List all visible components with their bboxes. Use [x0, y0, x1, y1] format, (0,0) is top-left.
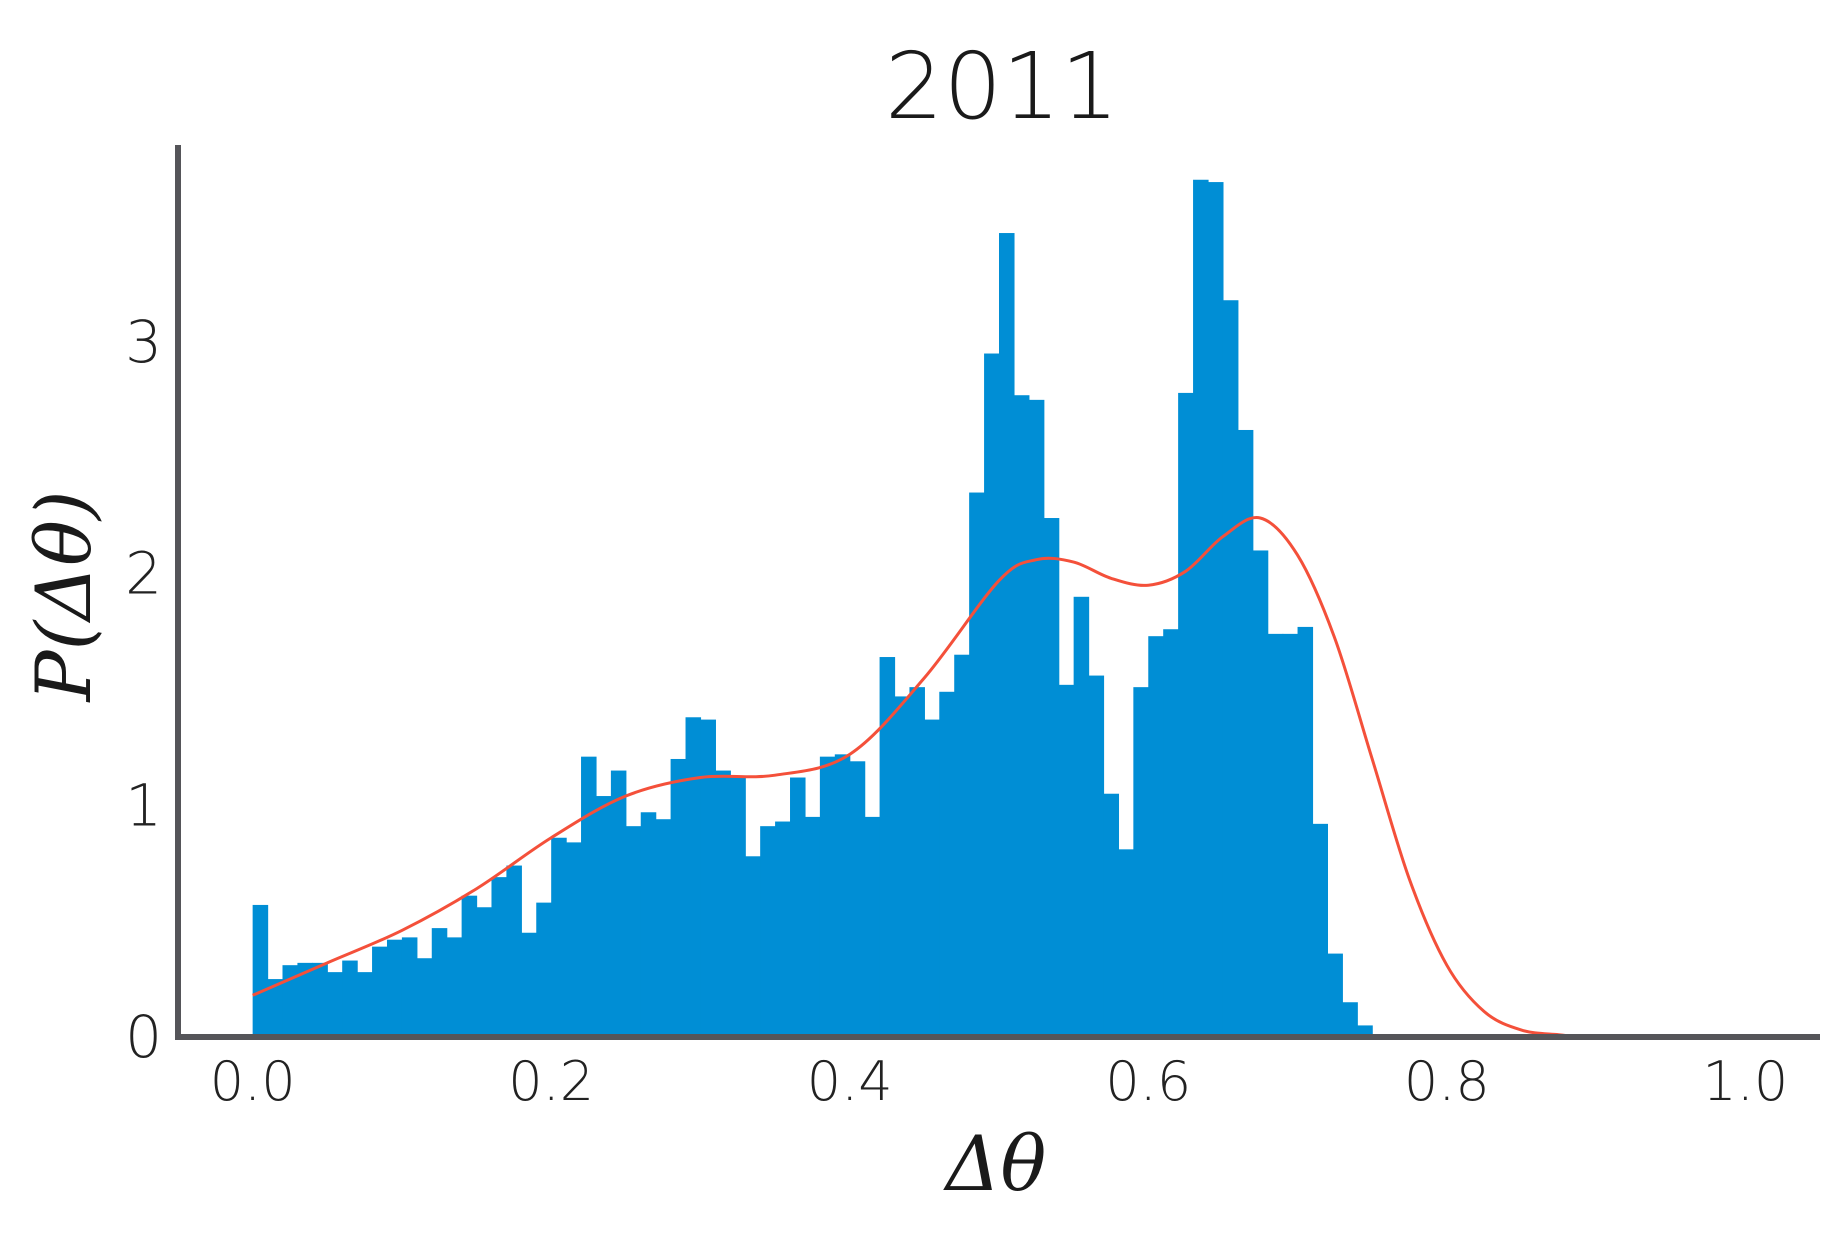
histogram-bar	[1207, 182, 1224, 1037]
histogram-bar	[924, 719, 940, 1037]
histogram-bar	[1028, 399, 1045, 1037]
histogram-bar	[1013, 395, 1030, 1037]
histogram-bar	[1193, 179, 1209, 1038]
histogram-bar	[401, 937, 418, 1037]
histogram-bar	[357, 972, 373, 1037]
histogram-bar	[879, 657, 896, 1037]
histogram-bar	[386, 939, 403, 1037]
histogram-bar	[581, 756, 597, 1037]
histogram-bar	[834, 754, 851, 1037]
chart-title: 2011	[885, 33, 1119, 140]
x-axis-label: Δθ	[943, 1119, 1047, 1208]
histogram-bar	[1133, 687, 1149, 1037]
histogram-bar	[1073, 596, 1090, 1037]
x-tick-label: 0.6	[1105, 1050, 1191, 1113]
histogram-bar	[1148, 636, 1164, 1037]
x-tick-label: 0.0	[210, 1050, 296, 1113]
histogram-bar	[1163, 629, 1179, 1037]
histogram-bar	[342, 960, 358, 1037]
histogram-bar	[954, 654, 970, 1037]
histogram-bar	[1118, 849, 1134, 1037]
histogram-bar	[1237, 429, 1254, 1037]
x-tick-label: 0.2	[508, 1050, 594, 1113]
histogram-bar	[700, 719, 716, 1037]
y-tick-labels: 0 1 2 3	[125, 308, 162, 1071]
histogram-bar	[282, 965, 299, 1037]
histogram-bar	[506, 865, 522, 1037]
histogram-bar	[1327, 953, 1343, 1037]
histogram-bar	[476, 907, 493, 1037]
histogram-bar	[1252, 550, 1269, 1037]
histogram-bar	[267, 979, 284, 1037]
histogram-bar	[685, 717, 702, 1037]
x-tick-label: 1.0	[1702, 1050, 1788, 1113]
histogram-bar	[610, 770, 627, 1037]
histogram-bar	[297, 962, 313, 1037]
histogram-bar	[372, 946, 388, 1037]
histogram-bar	[790, 777, 806, 1037]
histogram-bar	[312, 962, 328, 1037]
histogram-bar	[327, 972, 343, 1037]
histogram-bar	[1178, 392, 1194, 1037]
histogram-bar	[491, 877, 507, 1037]
histogram-bar	[1312, 823, 1328, 1037]
histogram-bar	[775, 821, 791, 1037]
histogram-bar	[536, 902, 552, 1037]
histogram-bar	[745, 856, 761, 1037]
histogram-bar	[999, 233, 1015, 1037]
histogram-bar	[431, 928, 448, 1037]
histogram-bar	[416, 958, 433, 1037]
histogram-bar	[984, 353, 1000, 1037]
histogram-bar	[655, 819, 672, 1037]
histogram-bar	[1058, 684, 1075, 1037]
histogram-bar	[551, 837, 567, 1037]
kde-curve	[252, 516, 1746, 1039]
histogram-bar	[894, 696, 911, 1037]
x-tick-label: 0.8	[1404, 1050, 1490, 1113]
histogram-bar	[461, 895, 478, 1037]
histogram-bar	[864, 816, 881, 1037]
histogram-bar	[640, 812, 657, 1037]
histogram-bar	[446, 937, 463, 1037]
histogram-bar	[730, 777, 746, 1037]
histogram-bar	[1222, 300, 1239, 1037]
histogram-bar	[819, 756, 836, 1037]
histogram-bar	[909, 687, 925, 1037]
histogram-bar	[1282, 633, 1299, 1037]
histogram-bar	[715, 770, 731, 1037]
histogram-bar	[1267, 633, 1284, 1037]
histogram-bar	[1088, 675, 1105, 1037]
histogram-bar	[1357, 1025, 1373, 1037]
histogram-bar	[804, 816, 821, 1037]
histogram-bar	[595, 796, 612, 1037]
histogram-bar	[1043, 518, 1060, 1037]
histogram-bar	[625, 826, 642, 1037]
histogram-bar	[939, 691, 955, 1037]
histogram-bar	[760, 826, 776, 1037]
histogram-bar	[670, 758, 687, 1037]
y-tick-label: 0	[125, 1003, 162, 1071]
histogram-bar	[1297, 626, 1314, 1037]
histogram-bar	[849, 761, 866, 1037]
histogram-bar	[1342, 1002, 1358, 1037]
y-tick-label: 3	[125, 308, 162, 376]
y-tick-label: 1	[125, 771, 162, 839]
y-axis-label: P(Δθ)	[19, 490, 108, 703]
x-tick-labels: 0.0 0.2 0.4 0.6 0.8 1.0	[210, 1050, 1789, 1113]
histogram-bar	[1103, 793, 1120, 1037]
histogram-bar	[252, 904, 269, 1037]
y-tick-label: 2	[125, 540, 162, 608]
histogram-bar	[566, 842, 582, 1037]
histogram-bar	[969, 492, 985, 1037]
x-tick-label: 0.4	[807, 1050, 893, 1113]
histogram-bar	[521, 932, 537, 1037]
histogram-bars	[252, 179, 1373, 1038]
